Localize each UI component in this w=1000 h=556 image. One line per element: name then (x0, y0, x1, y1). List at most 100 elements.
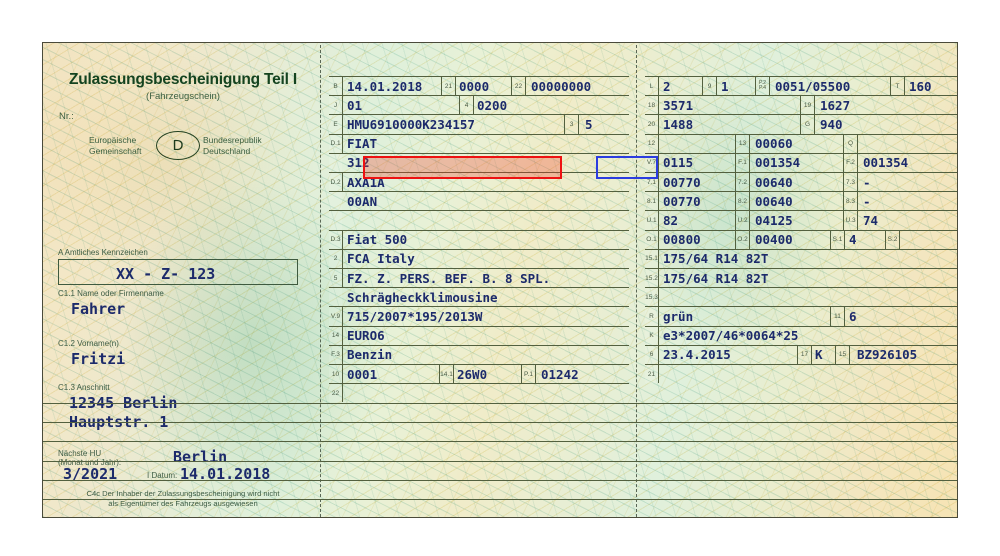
middle-row-code: D.1 (329, 134, 343, 153)
middle-field-value: AXA1A (347, 174, 385, 190)
middle-row: 10 0001 14.1 26W0 P.1 01242 (329, 364, 629, 384)
document-number-label: Nr.: (59, 111, 74, 122)
middle-row-code: V.9 (329, 307, 343, 326)
right-subfield-value: 00060 (755, 136, 793, 152)
middle-row: 22 (329, 383, 629, 403)
fold-separator-left (320, 45, 321, 517)
right-row: 20 1488 G 940 (645, 114, 957, 134)
right-subfield-value: BZ926105 (857, 347, 918, 363)
middle-row-code: E (329, 115, 343, 134)
right-field-value: 175/64 R14 82T (663, 251, 769, 267)
middle-row: D.2 AXA1A (329, 172, 629, 192)
middle-row: B 14.01.2018 21 0000 22 00000000 (329, 76, 629, 96)
right-subfield-code: F.1 (735, 153, 750, 172)
country-label: Bundesrepublik Deutschland (203, 135, 262, 156)
middle-field-value: 14.01.2018 (347, 78, 423, 94)
right-field-value: grün (663, 308, 694, 324)
right-row-code: 15.1 (645, 249, 659, 268)
right-row: O.1 00800 O.2 00400 S.1 4 S.2 (645, 229, 957, 249)
right-row: 7.1 00770 7.2 00640 7.3- (645, 172, 957, 192)
right-row: 18 3571 19 1627 (645, 95, 957, 115)
blank-row (43, 422, 957, 442)
right-row: 12 13 00060 Q (645, 133, 957, 153)
right-row-code: 21 (645, 365, 659, 384)
middle-row: D.1 FIAT (329, 133, 629, 153)
blank-row (43, 460, 957, 481)
middle-subfield-value: 0000 (459, 78, 490, 94)
right-subfield-code: 8.3 (843, 192, 858, 211)
right-subfield-value: 4 (849, 232, 857, 248)
middle-subfield-value: 00000000 (531, 78, 592, 94)
left-panel: Zulassungsbescheinigung Teil I (Fahrzeug… (43, 43, 319, 517)
eu-label: Europäische Gemeinschaft (89, 135, 142, 156)
right-row-code: V.7 (645, 153, 659, 172)
middle-row-code: D.2 (329, 173, 343, 192)
document-content: Zulassungsbescheinigung Teil I (Fahrzeug… (43, 43, 957, 517)
vehicle-registration-document: Zulassungsbescheinigung Teil I (Fahrzeug… (42, 42, 958, 518)
right-subfield-code: T (890, 77, 905, 96)
right-subfield-code: 7.2 (735, 173, 750, 192)
right-row: L 2 9 1 P.2 P.4 0051/05500 T 160 (645, 76, 957, 96)
middle-subfield-code: 3 (564, 115, 579, 134)
right-row-code: 6 (645, 345, 659, 364)
right-field-value: 00800 (663, 232, 701, 248)
middle-field-value: HMU6910000K234157 (347, 116, 475, 132)
middle-subfield-value: 01242 (541, 366, 579, 382)
right-field-value: 0115 (663, 155, 694, 171)
middle-row: J 01 4 0200 (329, 95, 629, 115)
middle-row (329, 210, 629, 230)
right-row: 15.2 175/64 R14 82T (645, 268, 957, 288)
right-row-code: R (645, 307, 659, 326)
middle-subfield-value: 26W0 (457, 366, 488, 382)
right-subfield-code: 7.3 (843, 173, 858, 192)
middle-row-code (329, 192, 342, 211)
right-subfield-code: S.1 (830, 230, 845, 249)
right-subfield-code: P.2 P.4 (755, 77, 770, 96)
right-field-value: e3*2007/46*0064*25 (663, 328, 799, 344)
right-row-code: K (645, 326, 659, 345)
right-subfield-code: U.3 (843, 211, 858, 230)
right-subfield-code: G (800, 115, 815, 134)
right-subfield-value: 04125 (755, 212, 793, 228)
middle-field-value: Fiat 500 (347, 232, 408, 248)
middle-subfield-code: P.1 (521, 365, 536, 384)
blank-row (43, 479, 957, 500)
middle-row-code: 2 (329, 249, 343, 268)
middle-subfield-code: 14.1 (439, 365, 454, 384)
right-field-value: 23.4.2015 (663, 347, 731, 363)
middle-row: D.3 Fiat 500 (329, 229, 629, 249)
middle-row-code: D.3 (329, 230, 343, 249)
middle-field-value: 01 (347, 97, 363, 113)
right-subfield-code: 17 (797, 345, 812, 364)
country-code: D (172, 137, 184, 154)
middle-field-value: FCA Italy (347, 251, 415, 267)
middle-row: 312 (329, 152, 629, 172)
right-subfield-code: S.2 (885, 230, 900, 249)
middle-subfield-value: 0200 (477, 97, 508, 113)
right-subfield-value: 00640 (755, 174, 793, 190)
middle-field-value: 00AN (347, 193, 378, 209)
middle-row-code: 10 (329, 365, 343, 384)
right-field-value: 82 (663, 212, 679, 228)
next-inspection-value: 3/2021 (63, 465, 118, 483)
middle-field-value: 312 (347, 155, 370, 171)
next-inspection-label-1: Nächste HU (58, 449, 102, 458)
middle-row-code: F.3 (329, 345, 343, 364)
middle-row-code (329, 153, 342, 172)
right-row: 8.1 00770 8.2 00640 8.3- (645, 191, 957, 211)
right-row-code: 20 (645, 115, 659, 134)
page-title: Zulassungsbescheinigung Teil I (69, 71, 297, 88)
plate-label: A Amtliches Kennzeichen (58, 248, 148, 257)
right-row-code: 7.1 (645, 173, 659, 192)
right-subfield-code: 13 (735, 134, 750, 153)
right-subfield-value: 940 (820, 116, 843, 132)
country-oval-icon: D (156, 131, 200, 160)
plate-value: XX - Z- 123 (116, 265, 216, 283)
plate-box (58, 259, 298, 285)
right-subfield-code: 11 (830, 307, 845, 326)
right-subfield-value: 1627 (820, 97, 851, 113)
right-subfield-value: - (863, 174, 871, 190)
middle-row: 14 EURO6 (329, 325, 629, 345)
